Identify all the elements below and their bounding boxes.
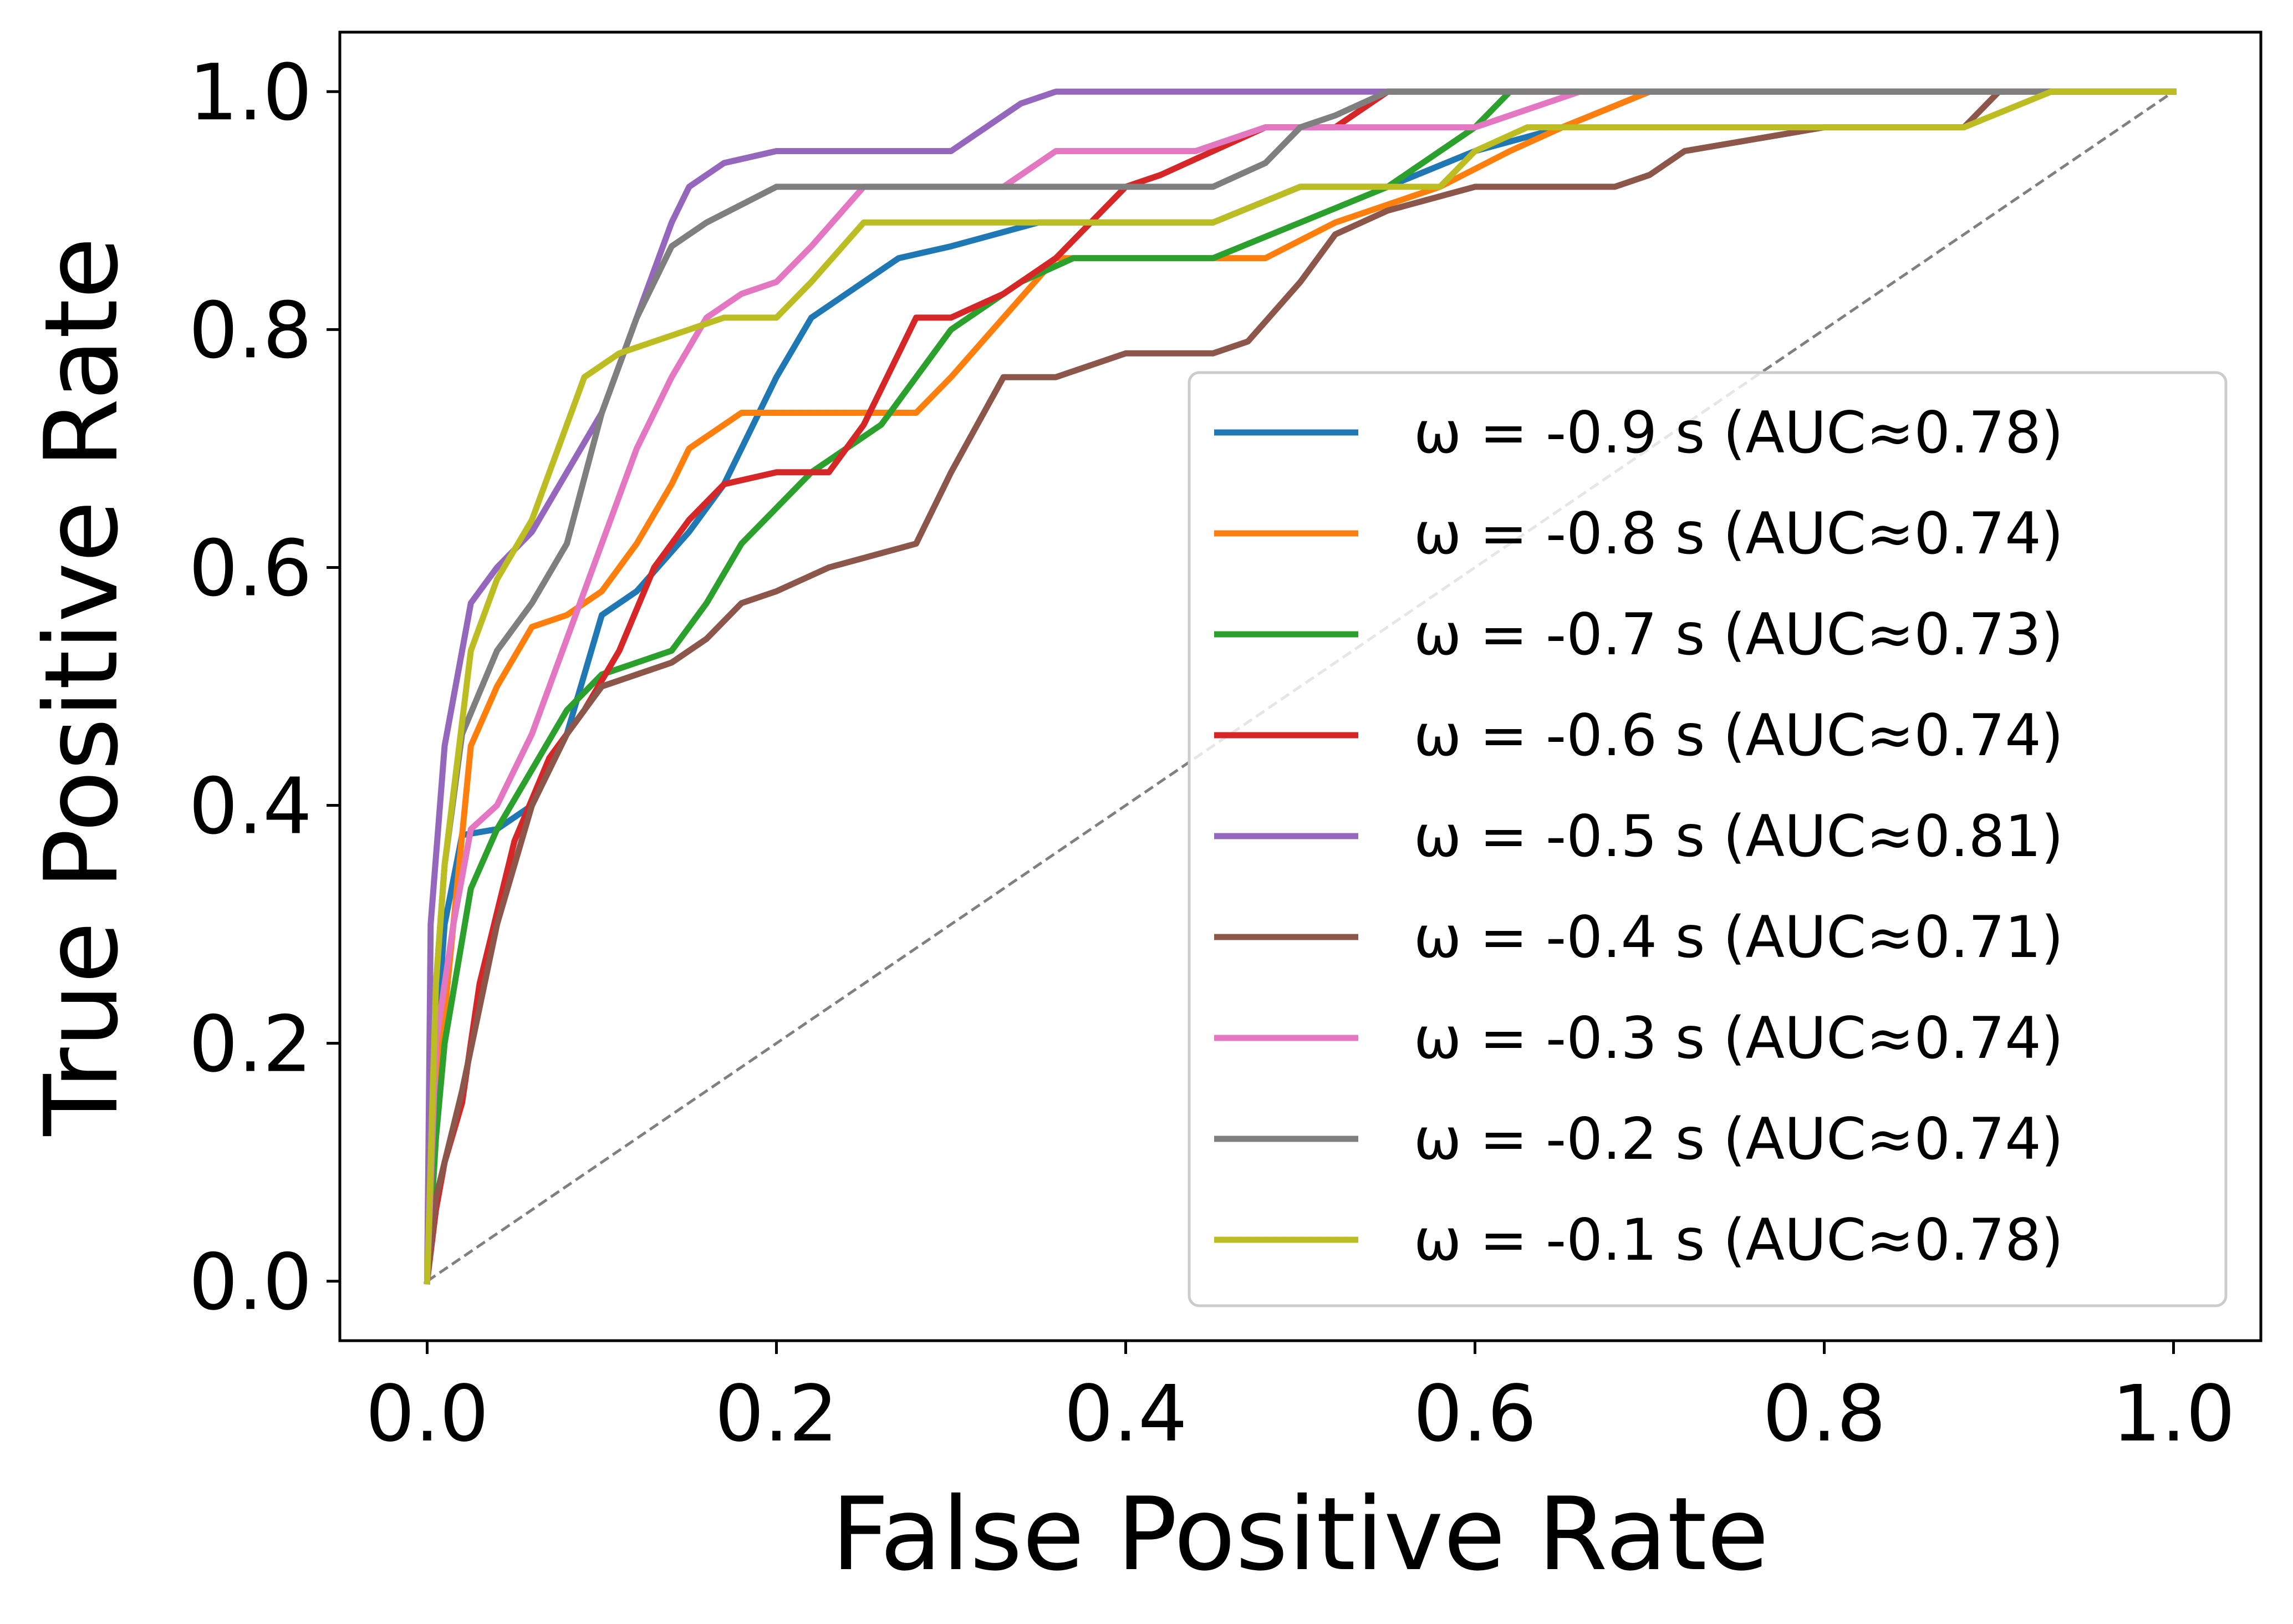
x-tick-label: 0.2 [715,1369,838,1459]
legend-label-5: ω = -0.5 s (AUC≈0.81) [1414,803,2063,870]
series-lines-layer [424,88,2177,1285]
y-axis-title: True Positive Rate [23,237,140,1136]
series-line-7 [424,88,2177,1285]
series-line-2 [424,88,2177,1285]
x-tick-label: 0.4 [1064,1369,1188,1459]
legend-label-1: ω = -0.9 s (AUC≈0.78) [1414,400,2063,466]
series-line-4 [424,88,2177,1285]
series-line-6 [424,88,2177,1285]
legend-label-2: ω = -0.8 s (AUC≈0.74) [1414,501,2063,567]
x-tick-label: 1.0 [2112,1369,2235,1459]
y-tick-label: 0.0 [188,1238,312,1328]
legend-label-4: ω = -0.6 s (AUC≈0.74) [1414,702,2063,769]
y-tick-label: 0.4 [188,762,312,852]
legend-label-3: ω = -0.7 s (AUC≈0.73) [1414,602,2063,668]
series-line-5 [424,88,2177,1285]
legend-label-8: ω = -0.2 s (AUC≈0.74) [1414,1106,2063,1173]
y-tick-label: 0.2 [188,1000,312,1090]
series-line-3 [424,88,2177,1285]
x-tick-label: 0.0 [365,1369,489,1459]
series-line-8 [424,88,2177,1285]
x-axis-title: False Positive Rate [831,1475,1769,1593]
legend-label-6: ω = -0.4 s (AUC≈0.71) [1414,904,2063,971]
x-tick-label: 0.8 [1762,1369,1886,1459]
series-line-9 [424,88,2177,1285]
legend-frame [1188,371,2228,1307]
legend-label-9: ω = -0.1 s (AUC≈0.78) [1414,1207,2063,1274]
y-tick-label: 0.8 [188,286,312,376]
legend-entries: ω = -0.9 s (AUC≈0.78) ω = -0.8 s (AUC≈0.7… [1214,400,2063,1274]
x-tick-label: 0.6 [1413,1369,1537,1459]
y-axis-ticks: 0.0 0.2 0.4 0.6 0.8 1.0 [188,48,340,1328]
y-tick-label: 0.6 [188,523,312,614]
x-axis-ticks: 0.0 0.2 0.4 0.6 0.8 1.0 [365,1341,2235,1459]
legend-label-7: ω = -0.3 s (AUC≈0.74) [1414,1005,2063,1072]
legend: ω = -0.9 s (AUC≈0.78) ω = -0.8 s (AUC≈0.7… [1188,371,2228,1307]
y-tick-label: 1.0 [188,48,312,138]
plot-area-frame [338,30,2263,1342]
